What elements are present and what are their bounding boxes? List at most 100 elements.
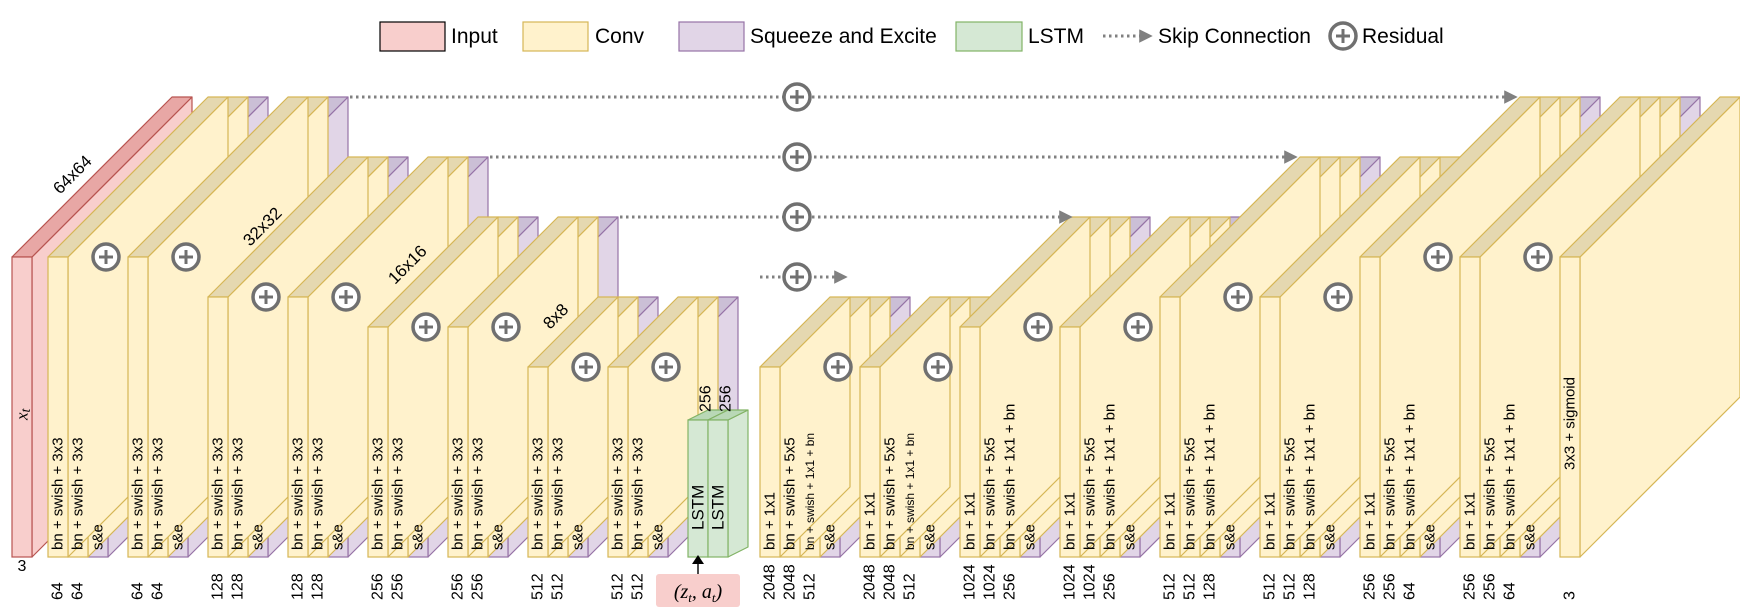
block-4-channels-1: 128 bbox=[290, 573, 307, 600]
block-11-label-2: bn + swish + 5x5 bbox=[982, 437, 999, 550]
block-10-channels-2: 2048 bbox=[882, 564, 899, 600]
block-14-channels-3: 128 bbox=[1302, 573, 1319, 600]
block-10-label-3: bn + swish + 1x1 + bn bbox=[903, 433, 917, 550]
block-14-channels-2: 512 bbox=[1282, 573, 1299, 600]
block-12-label-3: bn + swish + 1x1 + bn bbox=[1102, 404, 1119, 550]
block-13-label-2: bn + swish + 5x5 bbox=[1182, 437, 1199, 550]
block-2-label-3: s&e bbox=[170, 524, 187, 550]
block-13-label-4: s&e bbox=[1222, 524, 1239, 550]
block-14-label-1: bn + 1x1 bbox=[1262, 492, 1279, 550]
block-1-residual-icon bbox=[91, 242, 121, 272]
block-9-label-4: s&e bbox=[822, 524, 839, 550]
block-4-label-3: s&e bbox=[330, 524, 347, 550]
block-10-channels-1: 2048 bbox=[862, 564, 879, 600]
legend-input-label: Input bbox=[451, 25, 498, 48]
block-4-label-2: bn + swish + 3x3 bbox=[310, 437, 327, 550]
block-2-label-1: bn + swish + 3x3 bbox=[130, 437, 147, 550]
block-13-label-3: bn + swish + 1x1 + bn bbox=[1202, 404, 1219, 550]
skip-16-residual-icon bbox=[782, 202, 812, 232]
legend-se-label: Squeeze and Excite bbox=[750, 25, 937, 48]
input-channels: 3 bbox=[18, 558, 27, 575]
legend-input-swatch bbox=[379, 21, 446, 52]
lstm-channels-1: 256 bbox=[698, 385, 715, 412]
block-9-label-3: bn + swish + 1x1 + bn bbox=[803, 433, 817, 550]
block-14-channels-1: 512 bbox=[1262, 573, 1279, 600]
block-6-channels-1: 256 bbox=[450, 573, 467, 600]
output-slab bbox=[1559, 96, 1740, 558]
block-12-label-1: bn + 1x1 bbox=[1062, 492, 1079, 550]
block-15-channels-1: 256 bbox=[1362, 573, 1379, 600]
block-6-label-2: bn + swish + 3x3 bbox=[470, 437, 487, 550]
block-13-channels-2: 512 bbox=[1182, 573, 1199, 600]
block-14-label-3: bn + swish + 1x1 + bn bbox=[1302, 404, 1319, 550]
lstm-label-2: LSTM bbox=[709, 485, 728, 530]
block-6-label-3: s&e bbox=[490, 524, 507, 550]
block-15-channels-3: 64 bbox=[1402, 582, 1419, 600]
legend-lstm-label: LSTM bbox=[1028, 25, 1084, 48]
block-12-channels-2: 1024 bbox=[1082, 564, 1099, 600]
block-16-channels-2: 256 bbox=[1482, 573, 1499, 600]
block-8-label-1: bn + swish + 3x3 bbox=[610, 437, 627, 550]
block-9-residual-icon bbox=[823, 352, 853, 382]
block-15-label-2: bn + swish + 5x5 bbox=[1382, 437, 1399, 550]
block-12-channels-1: 1024 bbox=[1062, 564, 1079, 600]
lstm-slab-2 bbox=[707, 409, 749, 558]
block-16-label-1: bn + 1x1 bbox=[1462, 492, 1479, 550]
block-11-channels-3: 256 bbox=[1002, 573, 1019, 600]
block-2-channels-2: 64 bbox=[150, 582, 167, 600]
block-13-conv-slab-1 bbox=[1159, 156, 1321, 558]
block-7-channels-1: 512 bbox=[530, 573, 547, 600]
block-15-residual-icon bbox=[1423, 242, 1453, 272]
lstm-label-1: LSTM bbox=[689, 485, 708, 530]
block-3-channels-2: 128 bbox=[230, 573, 247, 600]
block-4-channels-2: 128 bbox=[310, 573, 327, 600]
block-5-label-1: bn + swish + 3x3 bbox=[370, 437, 387, 550]
block-9-channels-3: 512 bbox=[802, 573, 819, 600]
conditioning-box bbox=[656, 574, 740, 607]
network-slabs bbox=[11, 96, 1740, 558]
conditioning-arrowhead-icon bbox=[692, 555, 704, 564]
block-7-channels-2: 512 bbox=[550, 573, 567, 600]
block-8-residual-icon bbox=[651, 352, 681, 382]
legend-conv-swatch bbox=[522, 21, 589, 52]
block-10-channels-3: 512 bbox=[902, 573, 919, 600]
legend-residual-label: Residual bbox=[1362, 25, 1444, 48]
block-5-label-2: bn + swish + 3x3 bbox=[390, 437, 407, 550]
block-15-channels-2: 256 bbox=[1382, 573, 1399, 600]
block-13-channels-3: 128 bbox=[1202, 573, 1219, 600]
legend-conv-label: Conv bbox=[595, 25, 645, 48]
lstm-channels-2: 256 bbox=[718, 385, 735, 412]
block-12-residual-icon bbox=[1123, 312, 1153, 342]
output-channels: 3 bbox=[1562, 591, 1579, 600]
block-12-channels-3: 256 bbox=[1102, 573, 1119, 600]
block-9-label-1: bn + 1x1 bbox=[762, 492, 779, 550]
skip-64-residual-icon bbox=[782, 82, 812, 112]
block-11-label-3: bn + swish + 1x1 + bn bbox=[1002, 404, 1019, 550]
block-5-channels-1: 256 bbox=[370, 573, 387, 600]
block-16-label-4: s&e bbox=[1522, 524, 1539, 550]
block-14-label-2: bn + swish + 5x5 bbox=[1282, 437, 1299, 550]
block-16-channels-3: 64 bbox=[1502, 582, 1519, 600]
block-9-channels-1: 2048 bbox=[762, 564, 779, 600]
block-5-residual-icon bbox=[411, 312, 441, 342]
block-13-residual-icon bbox=[1223, 282, 1253, 312]
block-6-residual-icon bbox=[491, 312, 521, 342]
block-14-residual-icon bbox=[1323, 282, 1353, 312]
block-16-label-2: bn + swish + 5x5 bbox=[1482, 437, 1499, 550]
block-1-channels-2: 64 bbox=[70, 582, 87, 600]
block-9-label-2: bn + swish + 5x5 bbox=[782, 437, 799, 550]
block-2-channels-1: 64 bbox=[130, 582, 147, 600]
block-7-label-2: bn + swish + 3x3 bbox=[550, 437, 567, 550]
block-3-channels-1: 128 bbox=[210, 573, 227, 600]
block-7-label-1: bn + swish + 3x3 bbox=[530, 437, 547, 550]
block-1-label-1: bn + swish + 3x3 bbox=[50, 437, 67, 550]
block-9-channels-2: 2048 bbox=[782, 564, 799, 600]
block-16-channels-1: 256 bbox=[1462, 573, 1479, 600]
block-1-label-3: s&e bbox=[90, 524, 107, 550]
block-8-channels-2: 512 bbox=[630, 573, 647, 600]
block-6-label-1: bn + swish + 3x3 bbox=[450, 437, 467, 550]
block-11-residual-icon bbox=[1023, 312, 1053, 342]
block-15-label-4: s&e bbox=[1422, 524, 1439, 550]
